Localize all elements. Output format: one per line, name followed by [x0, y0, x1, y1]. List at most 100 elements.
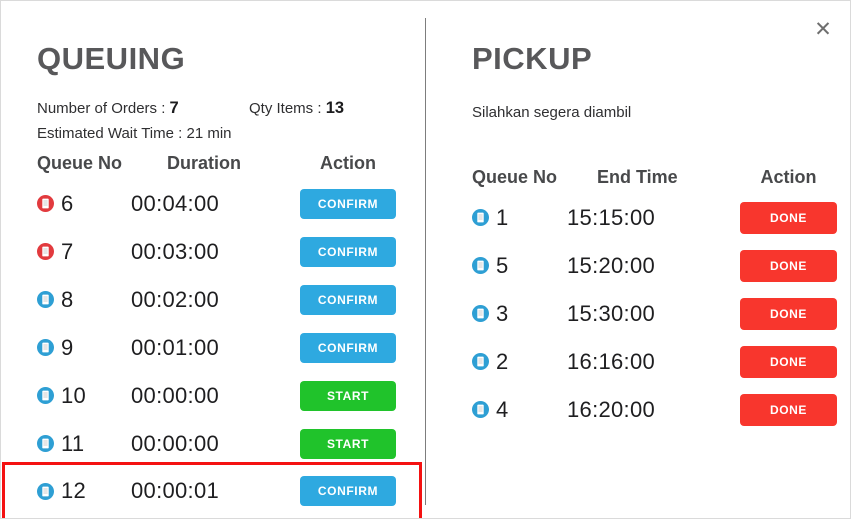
- receipt-icon: [37, 387, 54, 405]
- action-cell: DONE: [739, 249, 838, 282]
- queue-number: 8: [61, 286, 74, 312]
- queue-no-cell: 8: [37, 287, 131, 313]
- time-value: 00:00:00: [131, 430, 220, 456]
- pickup-subtitle: Silahkan segera diambil: [472, 103, 632, 121]
- action-cell: CONFIRM: [300, 236, 396, 267]
- queue-number: 10: [61, 382, 87, 408]
- action-button[interactable]: DONE: [740, 393, 837, 426]
- action-button[interactable]: CONFIRM: [300, 332, 396, 363]
- queue-no-cell: 4: [472, 397, 567, 423]
- action-cell: DONE: [739, 201, 838, 234]
- queue-no-cell: 6: [37, 191, 131, 217]
- header-queue-no: Queue No: [37, 152, 123, 173]
- queue-no-cell: 10: [37, 383, 131, 409]
- header-end-time: End Time: [597, 166, 678, 187]
- time-value: 00:02:00: [131, 286, 220, 312]
- queue-number: 12: [61, 478, 87, 504]
- orders-label: Number of Orders :: [37, 99, 170, 117]
- time-value: 00:00:00: [131, 382, 220, 408]
- time-value: 15:20:00: [567, 252, 656, 278]
- receipt-icon: [37, 339, 54, 357]
- receipt-icon: [472, 305, 489, 323]
- queue-no-cell: 9: [37, 335, 131, 361]
- action-cell: CONFIRM: [300, 332, 396, 363]
- queue-no-cell: 1: [472, 205, 567, 231]
- queue-number: 6: [61, 190, 74, 216]
- receipt-icon: [37, 435, 54, 453]
- pickup-panel: ✕ PICKUP Silahkan segera diambil Queue N…: [425, 1, 850, 518]
- action-button[interactable]: CONFIRM: [300, 284, 396, 315]
- receipt-icon: [472, 257, 489, 275]
- action-button[interactable]: CONFIRM: [300, 476, 396, 507]
- queue-number: 4: [496, 396, 509, 422]
- receipt-icon: [37, 291, 54, 309]
- action-button[interactable]: CONFIRM: [300, 188, 396, 219]
- orders-stat: Number of Orders : 7: [37, 99, 249, 118]
- queue-number: 5: [496, 252, 509, 278]
- time-value: 00:04:00: [131, 190, 220, 216]
- action-button[interactable]: DONE: [740, 345, 837, 378]
- action-cell: START: [300, 380, 396, 411]
- close-icon[interactable]: ✕: [810, 17, 836, 43]
- time-value: 15:30:00: [567, 300, 656, 326]
- queue-number: 9: [61, 334, 74, 360]
- pickup-table-header: Queue No End Time Action: [472, 167, 838, 194]
- action-cell: START: [300, 428, 396, 459]
- table-row: 2 16:16:00 DONE: [472, 338, 838, 386]
- pickup-title: PICKUP: [472, 40, 593, 76]
- panel-divider: [425, 18, 426, 505]
- wait-time-stat: Estimated Wait Time : 21 min: [37, 124, 232, 142]
- time-value: 00:03:00: [131, 238, 220, 264]
- receipt-icon: [37, 243, 54, 261]
- header-action: Action: [320, 152, 376, 173]
- action-button[interactable]: DONE: [740, 201, 837, 234]
- queue-number: 11: [61, 430, 85, 456]
- action-button[interactable]: START: [300, 428, 396, 459]
- time-value: 16:16:00: [567, 348, 656, 374]
- action-cell: DONE: [739, 345, 838, 378]
- table-row: 12 00:00:01 CONFIRM: [2, 461, 422, 518]
- table-row: 5 15:20:00 DONE: [472, 242, 838, 290]
- qty-label: Qty Items :: [249, 99, 326, 117]
- time-value: 00:00:01: [131, 478, 220, 504]
- time-value: 00:01:00: [131, 334, 220, 360]
- pickup-table-body: 1 15:15:00 DONE 5 15:20:00 DONE: [472, 194, 838, 434]
- queue-no-cell: 7: [37, 239, 131, 265]
- queue-number: 7: [61, 238, 74, 264]
- queuing-panel: QUEUING Number of Orders : 7 Qty Items :…: [1, 1, 425, 518]
- time-value: 15:15:00: [567, 204, 656, 230]
- queuing-table-header: Queue No Duration Action: [37, 153, 396, 180]
- table-row: 8 00:02:00 CONFIRM: [37, 276, 396, 324]
- table-row: 1 15:15:00 DONE: [472, 194, 838, 242]
- table-row: 7 00:03:00 CONFIRM: [37, 228, 396, 276]
- action-button[interactable]: DONE: [740, 297, 837, 330]
- receipt-icon: [37, 195, 54, 213]
- action-button[interactable]: CONFIRM: [300, 236, 396, 267]
- receipt-icon: [37, 482, 54, 500]
- qty-value: 13: [325, 98, 345, 117]
- queue-no-cell: 5: [472, 253, 567, 279]
- action-cell: DONE: [739, 393, 838, 426]
- header-queue-no: Queue No: [472, 166, 558, 187]
- header-duration: Duration: [167, 152, 241, 173]
- queue-no-cell: 11: [37, 431, 131, 457]
- table-row: 4 16:20:00 DONE: [472, 386, 838, 434]
- header-action: Action: [760, 166, 817, 187]
- queuing-stats: Number of Orders : 7 Qty Items : 13 Esti…: [37, 99, 396, 153]
- action-cell: DONE: [739, 297, 838, 330]
- receipt-icon: [472, 401, 489, 419]
- queuing-table-body: 6 00:04:00 CONFIRM 7 00:03:00 CONFIRM: [2, 180, 422, 518]
- queue-no-cell: 2: [472, 349, 567, 375]
- queue-no-cell: 3: [472, 301, 567, 327]
- queue-no-cell: 12: [37, 478, 131, 504]
- action-button[interactable]: START: [300, 380, 396, 411]
- receipt-icon: [472, 353, 489, 371]
- queuing-title: QUEUING: [37, 40, 186, 76]
- queue-number: 2: [496, 348, 509, 374]
- table-row: 3 15:30:00 DONE: [472, 290, 838, 338]
- table-row: 9 00:01:00 CONFIRM: [37, 324, 396, 372]
- action-cell: CONFIRM: [300, 284, 396, 315]
- action-button[interactable]: DONE: [740, 249, 837, 282]
